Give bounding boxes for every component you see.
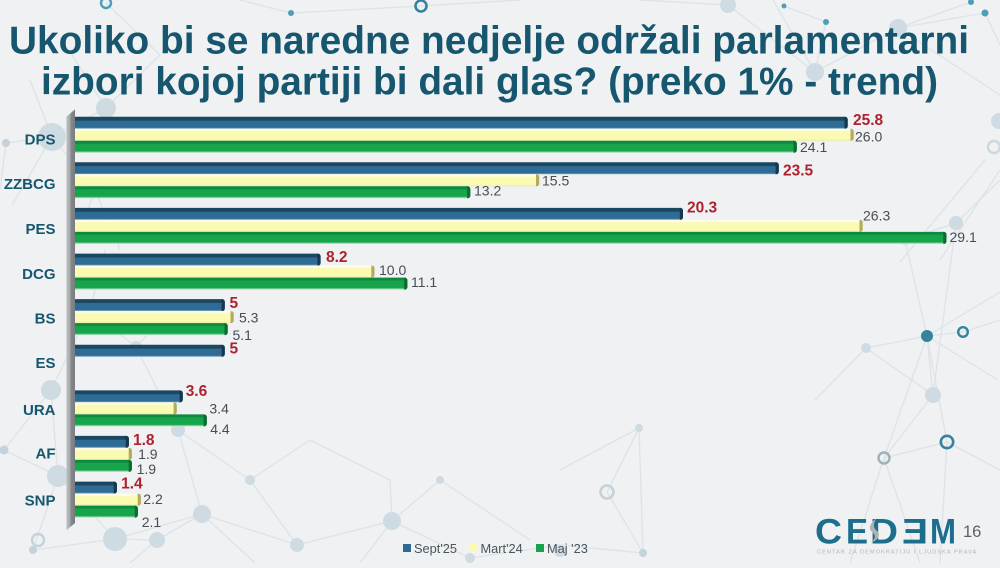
svg-text:26.3: 26.3	[863, 208, 890, 224]
svg-text:E: E	[902, 513, 928, 552]
svg-text:2.2: 2.2	[143, 491, 163, 507]
svg-text:23.5: 23.5	[783, 162, 814, 179]
svg-text:1.9: 1.9	[137, 461, 157, 477]
svg-text:20.3: 20.3	[687, 200, 718, 217]
svg-text:1.9: 1.9	[138, 446, 158, 462]
svg-text:8.2: 8.2	[326, 249, 348, 266]
svg-text:1.4: 1.4	[121, 476, 143, 493]
svg-text:1.8: 1.8	[133, 432, 155, 449]
svg-text:24.1: 24.1	[800, 139, 827, 155]
svg-text:Ukoliko bi se naredne nedjelje: Ukoliko bi se naredne nedjelje održali p…	[9, 19, 969, 62]
svg-text:5: 5	[230, 341, 239, 358]
svg-text:ES: ES	[35, 355, 55, 372]
svg-text:15.5: 15.5	[542, 173, 569, 189]
svg-text:26.0: 26.0	[855, 128, 882, 144]
svg-text:3.4: 3.4	[209, 400, 229, 416]
svg-text:Mart'24: Mart'24	[481, 541, 523, 556]
svg-text:5: 5	[230, 295, 239, 312]
svg-text:3.6: 3.6	[186, 383, 208, 400]
svg-text:PES: PES	[25, 221, 55, 238]
svg-text:SNP: SNP	[25, 492, 56, 509]
svg-text:DPS: DPS	[25, 132, 56, 149]
svg-text:4.4: 4.4	[210, 421, 230, 437]
svg-text:URA: URA	[23, 402, 56, 419]
svg-text:5.1: 5.1	[233, 327, 253, 343]
svg-text:C: C	[815, 513, 842, 552]
svg-text:BS: BS	[35, 310, 56, 327]
svg-text:CENTAR ZA DEMOKRATIJU I LJUDSK: CENTAR ZA DEMOKRATIJU I LJUDSKA PRAVA	[817, 550, 977, 556]
svg-text:10.0: 10.0	[379, 262, 406, 278]
svg-text:25.8: 25.8	[853, 112, 884, 129]
svg-text:M: M	[930, 513, 956, 552]
svg-text:5.3: 5.3	[239, 309, 259, 325]
svg-text:Maj '23: Maj '23	[547, 541, 588, 556]
svg-text:11.1: 11.1	[411, 274, 437, 290]
svg-text:izbori kojoj partiji bi dali g: izbori kojoj partiji bi dali glas? (prek…	[41, 61, 938, 104]
svg-text:ZZBCG: ZZBCG	[4, 176, 56, 193]
svg-text:13.2: 13.2	[474, 183, 501, 199]
svg-text:DCG: DCG	[22, 266, 55, 283]
svg-text:AF: AF	[36, 446, 56, 463]
svg-text:29.1: 29.1	[950, 229, 977, 245]
svg-text:E: E	[846, 513, 868, 552]
svg-text:16: 16	[963, 523, 981, 541]
svg-text:Sept'25: Sept'25	[414, 541, 457, 556]
svg-text:2.1: 2.1	[142, 514, 162, 530]
